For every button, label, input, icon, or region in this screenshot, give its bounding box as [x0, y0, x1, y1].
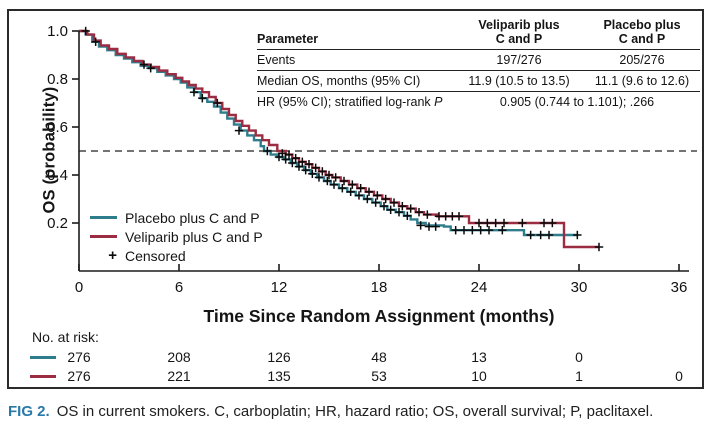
at-risk-value: 221 [167, 368, 191, 384]
stats-table: Parameter Veliparib plus C and P Placebo… [257, 17, 700, 110]
x-tick-label: 12 [271, 279, 288, 296]
y-tick-label: 0.2 [47, 215, 68, 232]
at-risk-value: 53 [371, 368, 387, 384]
median-os-veliparib: 11.9 (10.5 to 13.5) [454, 70, 584, 92]
y-tick-label: 1.0 [47, 23, 68, 40]
tick-labels: 0 6 12 18 24 30 36 0.2 0.4 0.6 0.8 1.0 [47, 23, 687, 296]
figure-caption: FIG 2. OS in current smokers. C, carbopla… [8, 403, 716, 420]
at-risk-value: 208 [167, 349, 191, 365]
axes [72, 30, 689, 272]
at-risk-value: 0 [675, 368, 683, 384]
at-risk-value: 276 [67, 368, 91, 384]
x-tick-label: 30 [571, 279, 588, 296]
legend-item-veliparib: Veliparib plus C and P [90, 227, 263, 246]
censored-plus-icon: + [108, 247, 117, 264]
stats-row-events: Events 197/276 205/276 [257, 49, 700, 71]
at-risk-value: 48 [371, 349, 387, 365]
y-tick-label: 0.6 [47, 119, 68, 136]
stats-row-median-os: Median OS, months (95% CI) 11.9 (10.5 to… [257, 70, 700, 92]
censor-marks [81, 26, 604, 252]
at-risk-value: 10 [471, 368, 487, 384]
x-tick-label: 6 [175, 279, 183, 296]
x-tick-label: 0 [75, 279, 83, 296]
events-veliparib: 197/276 [454, 49, 584, 71]
legend-label-placebo: Placebo plus C and P [125, 209, 260, 226]
hr-value: 0.905 (0.744 to 1.101); .266 [499, 95, 655, 109]
y-tick-label: 0.8 [47, 71, 68, 88]
stats-header-veliparib: Veliparib plus C and P [454, 17, 584, 50]
legend-item-censored: + Censored [90, 246, 263, 265]
at-risk-value: 276 [67, 349, 91, 365]
figure-border-box: 0 6 12 18 24 30 36 0.2 0.4 0.6 0.8 1.0 OS (probabil… [7, 9, 704, 389]
veliparib-line-swatch [90, 235, 117, 238]
at-risk-value: 0 [575, 349, 583, 365]
legend-label-censored: Censored [125, 247, 186, 264]
x-tick-label: 18 [371, 279, 388, 296]
chart-legend: Placebo plus C and P Veliparib plus C an… [90, 208, 263, 265]
stats-table-header-row: Parameter Veliparib plus C and P Placebo… [257, 17, 700, 50]
at-risk-title: No. at risk: [32, 329, 99, 345]
hr-label: HR (95% CI); stratified log-rank P [257, 95, 443, 109]
median-os-label: Median OS, months (95% CI) [257, 70, 454, 92]
stats-row-hr: HR (95% CI); stratified log-rank P 0.905… [257, 92, 700, 111]
events-placebo: 205/276 [584, 49, 700, 71]
y-tick-label: 0.4 [47, 167, 68, 184]
legend-label-veliparib: Veliparib plus C and P [125, 228, 263, 245]
stats-header-parameter: Parameter [257, 17, 454, 50]
figure-caption-label: FIG 2. [8, 403, 50, 420]
stats-header-placebo: Placebo plus C and P [584, 17, 700, 50]
placebo-line-swatch [90, 216, 117, 219]
at-risk-value: 1 [575, 368, 583, 384]
at-risk-value: 13 [471, 349, 487, 365]
at-risk-swatch-veliparib [30, 375, 56, 378]
legend-item-placebo: Placebo plus C and P [90, 208, 263, 227]
at-risk-value: 126 [267, 349, 291, 365]
x-tick-label: 24 [471, 279, 488, 296]
figure-caption-text: OS in current smokers. C, carboplatin; H… [56, 403, 654, 420]
km-chart-canvas: 0 6 12 18 24 30 36 0.2 0.4 0.6 0.8 1.0 [47, 23, 697, 296]
events-label: Events [257, 49, 454, 71]
median-os-placebo: 11.1 (9.6 to 12.6) [584, 70, 700, 92]
x-axis-label: Time Since Random Assignment (months) [203, 306, 555, 326]
y-axis-label: OS (probability) [40, 86, 59, 214]
at-risk-swatch-placebo [30, 356, 56, 359]
at-risk-value: 135 [267, 368, 291, 384]
x-tick-label: 36 [671, 279, 688, 296]
